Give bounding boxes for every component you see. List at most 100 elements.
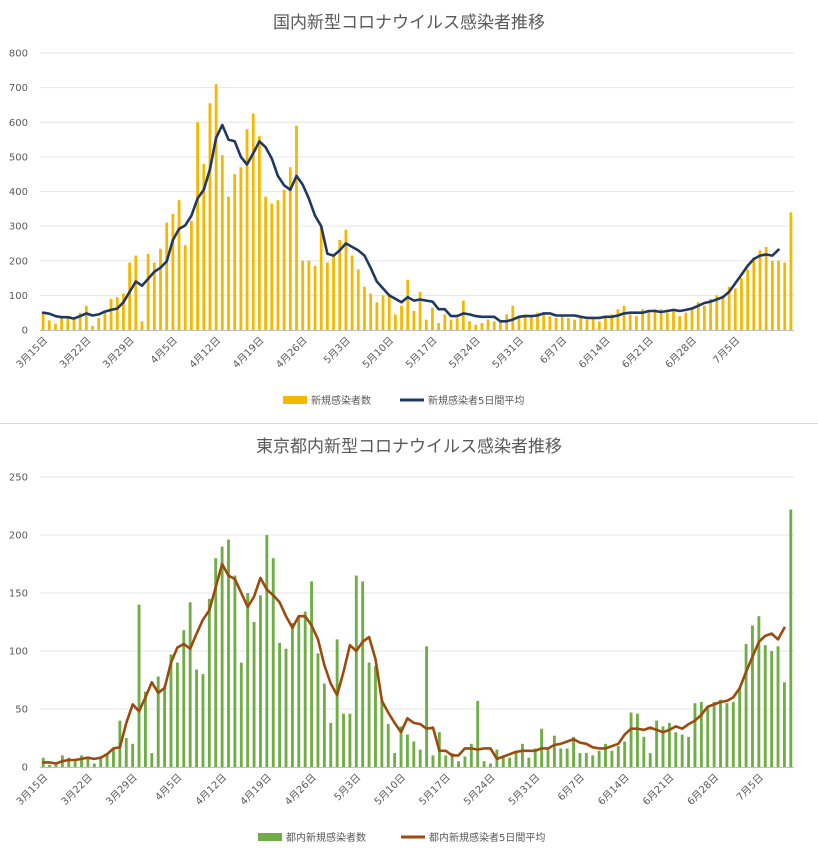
y-tick-label: 200 <box>9 531 28 542</box>
bar <box>105 753 109 767</box>
bar <box>610 314 614 330</box>
bar <box>220 546 224 767</box>
bar <box>171 214 175 330</box>
bar <box>584 753 588 767</box>
bar <box>109 298 113 330</box>
bar <box>641 309 644 330</box>
x-tick-label: 5月10日 <box>360 335 396 371</box>
bar <box>356 269 360 330</box>
bar <box>542 314 546 330</box>
bar <box>128 262 132 330</box>
bar <box>782 682 786 767</box>
bar <box>316 653 320 767</box>
x-tick-label: 4月5日 <box>148 335 180 367</box>
bar <box>731 702 735 767</box>
bar <box>201 674 205 767</box>
bar <box>591 317 595 330</box>
bar <box>573 319 576 330</box>
series-line <box>41 123 780 323</box>
bar <box>282 189 286 330</box>
bar <box>680 734 684 767</box>
bar <box>73 761 77 767</box>
bar <box>354 575 358 767</box>
bar <box>437 323 441 330</box>
x-tick-label: 5月3日 <box>321 335 353 367</box>
bar <box>322 683 326 767</box>
bar <box>486 319 490 330</box>
bar <box>457 761 460 767</box>
bar <box>239 662 243 767</box>
bar <box>124 738 128 767</box>
bar <box>140 321 144 330</box>
bar <box>674 732 678 767</box>
x-tick-label: 4月26日 <box>274 335 310 371</box>
bar <box>152 262 156 330</box>
bar <box>338 239 342 330</box>
bar <box>84 305 88 330</box>
bar <box>665 312 669 330</box>
bar <box>733 288 737 330</box>
bar <box>131 743 135 767</box>
bar <box>565 748 569 767</box>
bar <box>746 269 750 330</box>
bar <box>424 319 428 330</box>
bar <box>610 750 614 767</box>
bar <box>648 753 652 767</box>
bar <box>450 753 454 767</box>
bar <box>653 309 657 330</box>
bar <box>418 291 422 330</box>
legend: 都内新規感染者数 都内新規感染者5日間平均 <box>258 831 545 844</box>
bar <box>751 625 754 767</box>
bar <box>67 757 71 767</box>
bar <box>60 317 64 330</box>
x-tick-label: 3月29日 <box>101 335 137 371</box>
bar <box>214 84 218 330</box>
bar <box>288 167 292 330</box>
bar <box>165 222 169 330</box>
chart-title: 東京都内新型コロナウイルス感染者推移 <box>256 437 562 457</box>
bar <box>597 321 601 330</box>
bar <box>146 253 150 330</box>
bar <box>715 295 719 330</box>
y-axis-ticks: 0 50 100 150 200 250 <box>9 473 28 774</box>
bar <box>684 312 688 330</box>
bar <box>425 646 429 767</box>
legend-bar-label: 都内新規感染者数 <box>286 831 366 844</box>
bar <box>375 302 379 330</box>
x-tick-label: 5月24日 <box>461 772 497 808</box>
bar <box>214 558 218 767</box>
bar <box>295 125 298 331</box>
x-tick-label: 3月15日 <box>14 772 50 808</box>
bar <box>738 688 742 767</box>
bar <box>387 293 391 330</box>
bar <box>91 325 94 330</box>
bar <box>290 623 294 767</box>
bar <box>233 575 237 767</box>
bar <box>533 748 537 767</box>
x-tick-label: 7月5日 <box>734 772 766 804</box>
bar <box>529 316 533 330</box>
bar-series <box>41 84 793 331</box>
bar <box>629 712 633 767</box>
bar <box>492 321 496 330</box>
bar <box>344 229 348 330</box>
x-tick-label: 5月3日 <box>332 772 364 804</box>
bar <box>405 734 409 767</box>
bar <box>622 305 626 330</box>
bar <box>455 317 459 330</box>
bar <box>476 700 480 767</box>
bar <box>137 604 141 767</box>
x-tick-label: 5月24日 <box>447 335 483 371</box>
x-tick-label: 6月28日 <box>663 335 699 371</box>
bar <box>536 312 539 330</box>
x-tick-label: 6月28日 <box>685 772 721 808</box>
bar <box>635 316 638 330</box>
bar <box>461 300 465 330</box>
bar <box>591 755 595 767</box>
bar <box>482 761 486 767</box>
bar <box>443 314 447 330</box>
x-tick-label: 4月12日 <box>187 335 223 371</box>
bar <box>150 753 154 767</box>
bar <box>367 662 371 767</box>
